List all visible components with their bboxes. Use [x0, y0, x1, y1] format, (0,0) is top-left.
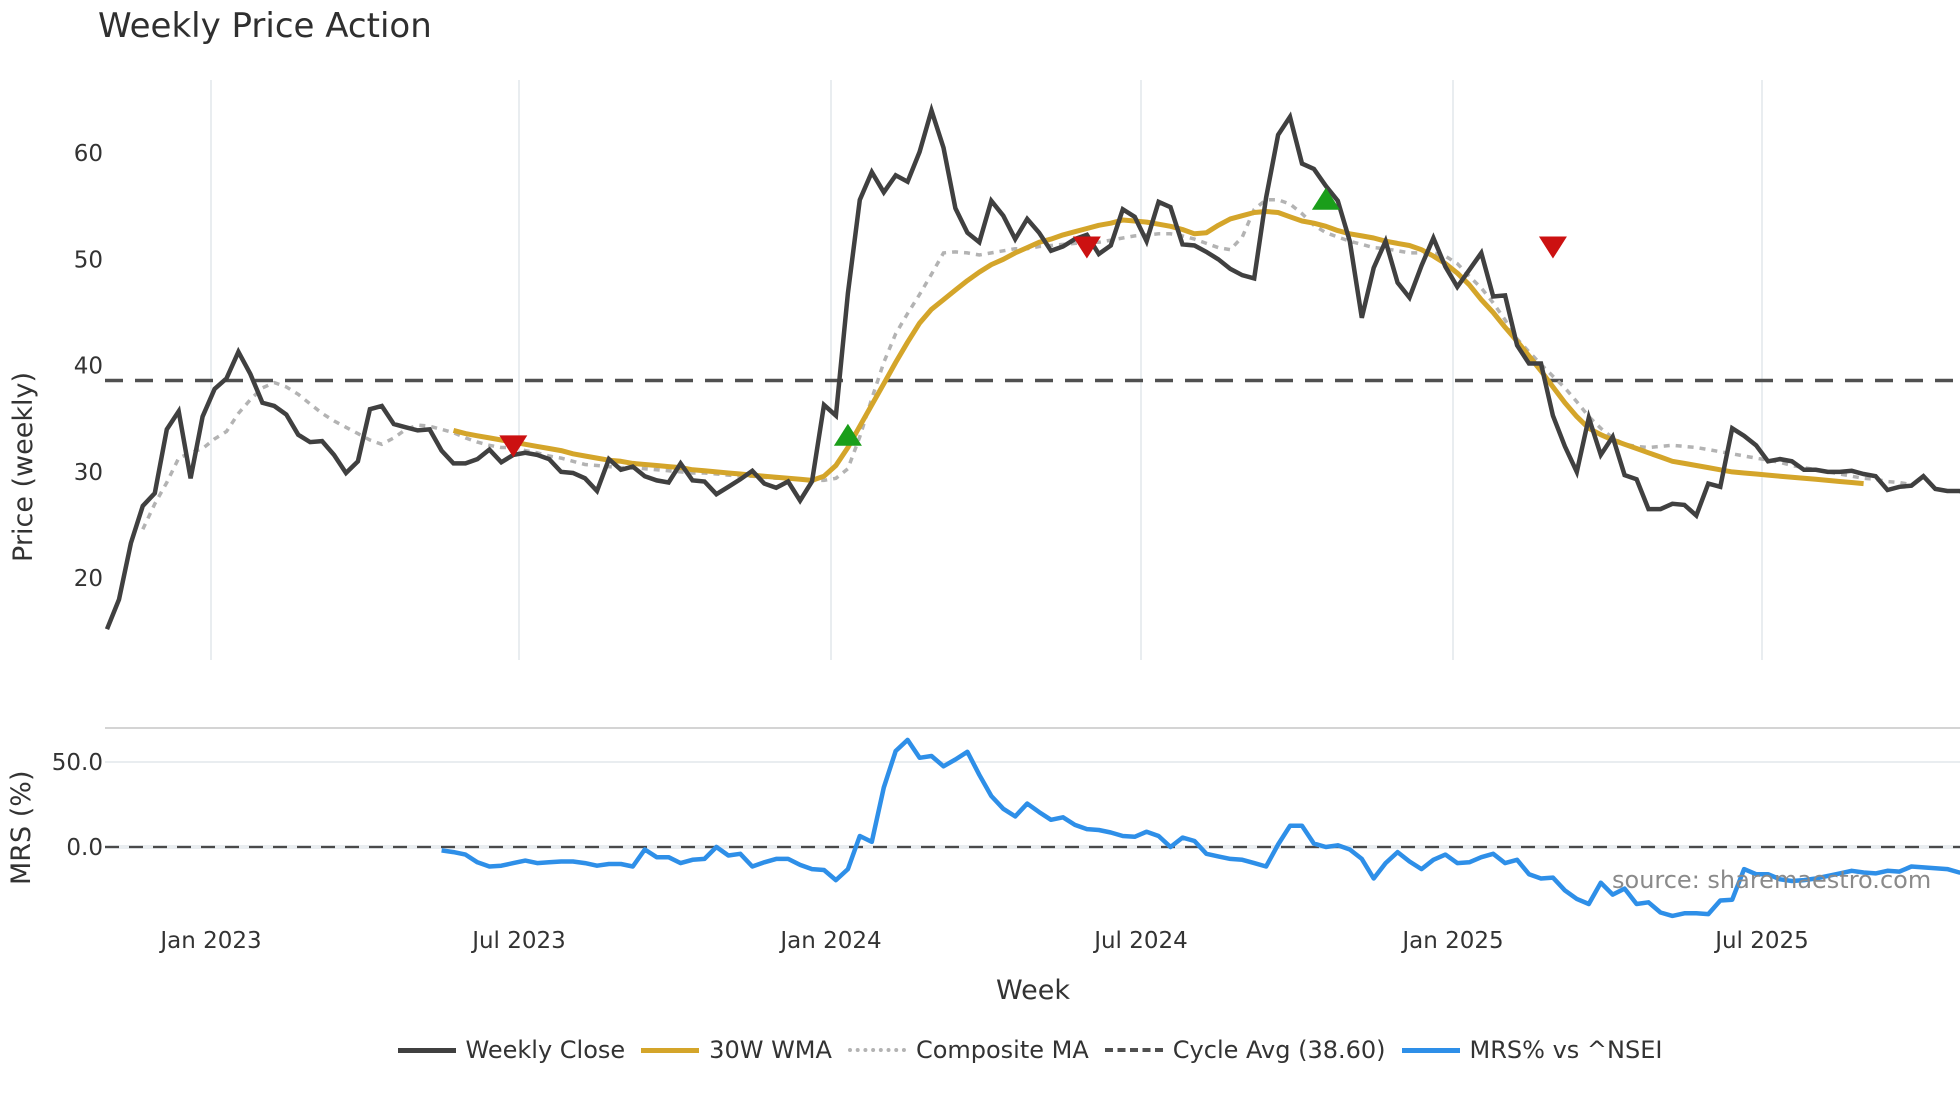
price-axis-label: Price (weekly)	[8, 372, 39, 562]
source-watermark: source: sharemaestro.com	[1612, 866, 1932, 894]
legend-item-composite-ma[interactable]: Composite MA	[847, 1036, 1089, 1064]
legend-item-30w-wma[interactable]: 30W WMA	[641, 1036, 832, 1064]
mrs-axis-label: MRS (%)	[6, 770, 37, 886]
mrs-series	[105, 737, 1960, 919]
mrs-y-tick: 0.0	[66, 835, 103, 861]
price-series	[104, 102, 1960, 631]
mrs-y-tick: 50.0	[52, 750, 103, 776]
wma-line	[452, 209, 1864, 487]
buy-signal-icon	[833, 423, 862, 446]
x-tick-label: Jan 2024	[778, 928, 881, 954]
legend-label: Weekly Close	[465, 1036, 626, 1064]
legend-item-weekly-close[interactable]: Weekly Close	[397, 1036, 626, 1064]
legend-item-mrs[interactable]: MRS% vs ^NSEI	[1401, 1036, 1663, 1064]
legend-label: 30W WMA	[709, 1036, 832, 1064]
x-tick-label: Jan 2025	[1400, 928, 1503, 954]
legend-label: Composite MA	[915, 1036, 1089, 1064]
axis-ticks: Jan 2023 Jul 2023 Jan 2024 Jul 2024 Jan 2025…	[52, 141, 1809, 954]
legend-label: Cycle Avg (38.60)	[1172, 1036, 1386, 1064]
buy-signal-icon	[1311, 187, 1340, 210]
legend-swatch-cycle-icon	[1104, 1048, 1163, 1052]
price-y-tick: 20	[74, 566, 103, 592]
legend: Weekly Close 30W WMA Composite MA Cycle …	[0, 1036, 1960, 1064]
weekly-close-line	[104, 102, 1960, 631]
price-y-tick: 50	[74, 247, 103, 273]
sell-signal-icon	[1072, 236, 1101, 259]
price-y-tick: 30	[74, 460, 103, 486]
legend-label: MRS% vs ^NSEI	[1469, 1036, 1663, 1064]
x-tick-label: Jul 2023	[470, 928, 566, 954]
x-axis-label: Week	[996, 975, 1070, 1006]
legend-swatch-wma-icon	[641, 1047, 700, 1053]
sell-signal-icon	[1538, 236, 1567, 259]
mrs-line	[441, 737, 1960, 919]
x-tick-label: Jan 2023	[158, 928, 261, 954]
legend-swatch-mrs-icon	[1401, 1047, 1460, 1053]
price-y-tick: 40	[74, 354, 103, 380]
sell-signal-icon	[499, 435, 528, 458]
legend-swatch-weekly-close-icon	[397, 1047, 456, 1053]
signal-markers	[499, 187, 1567, 458]
legend-swatch-composite-icon	[847, 1048, 906, 1052]
legend-item-cycle-avg[interactable]: Cycle Avg (38.60)	[1104, 1036, 1386, 1064]
price-y-tick: 60	[74, 141, 103, 167]
chart-title: Weekly Price Action	[98, 6, 432, 46]
x-tick-label: Jul 2025	[1713, 928, 1809, 954]
x-tick-label: Jul 2024	[1092, 928, 1188, 954]
